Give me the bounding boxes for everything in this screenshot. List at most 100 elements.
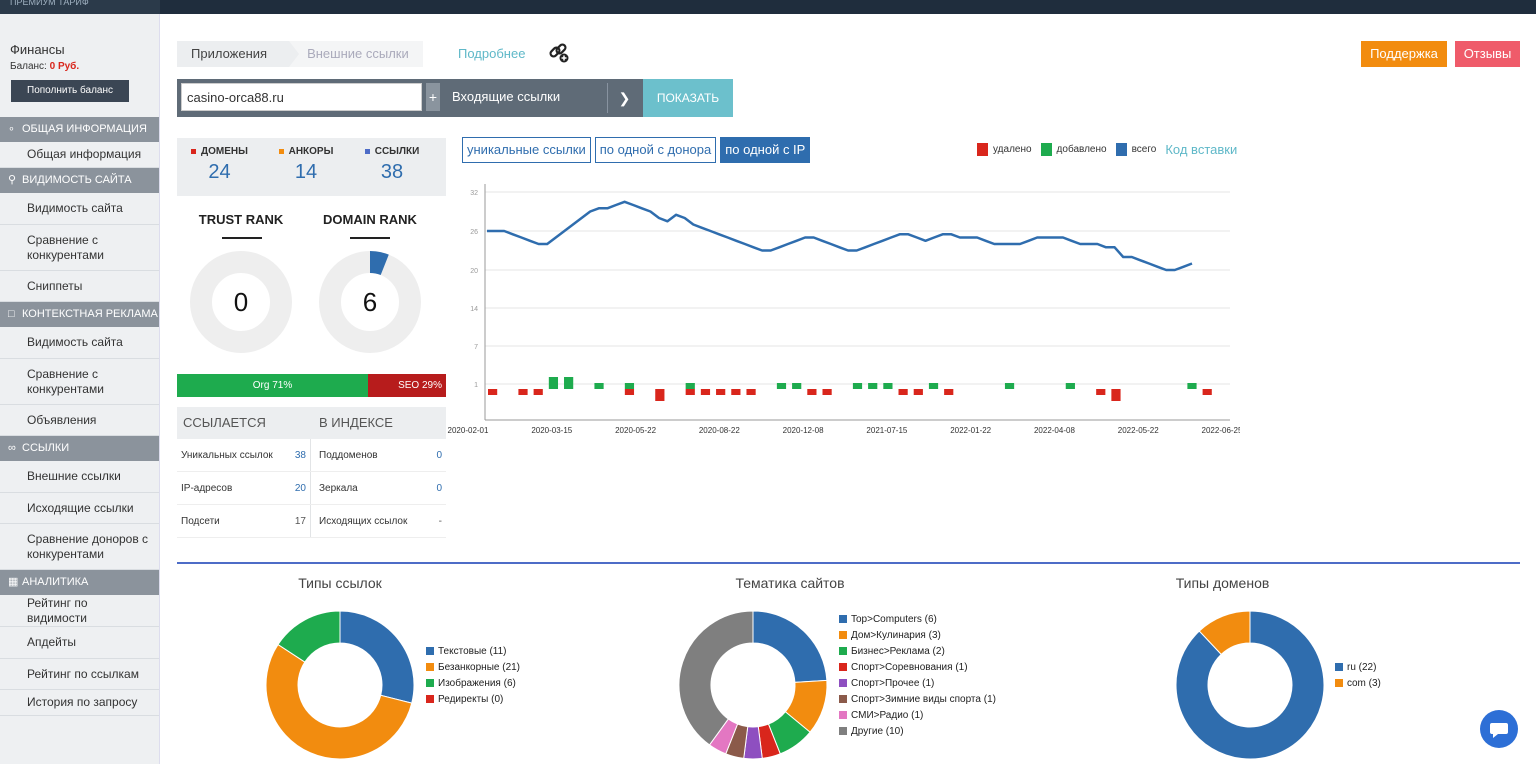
toggle-unique-links[interactable]: уникальные ссылки	[462, 137, 591, 163]
pie-title-link-types: Типы ссылок	[298, 575, 382, 591]
links-summary-header: ССЫЛАЕТСЯ В ИНДЕКСЕ	[177, 407, 446, 439]
sidebar-item[interactable]: Апдейты	[0, 627, 159, 659]
sidebar-menu: ∘ ОБЩАЯ ИНФОРМАЦИЯ Общая информация ⚲ ВИДИМО…	[0, 117, 159, 716]
sidebar-item[interactable]: Рейтинг по ссылкам	[0, 659, 159, 690]
support-button[interactable]: Поддержка	[1361, 41, 1447, 67]
pie-slice	[1198, 610, 1251, 656]
sidebar-item[interactable]: Общая информация	[0, 142, 159, 168]
sidebar-item[interactable]: Внешние ссылки	[0, 461, 159, 493]
more-link[interactable]: Подробнее	[458, 46, 526, 61]
row-value[interactable]: 0	[436, 483, 442, 494]
legend-swatch	[426, 663, 434, 671]
row-label: Подсети	[181, 516, 220, 527]
bar-added	[594, 383, 604, 389]
legend-added-swatch	[1040, 143, 1052, 156]
balance: Баланс: 0 Руб.	[0, 57, 159, 72]
pie-slice	[339, 610, 415, 704]
pie-legend-site-topics: Top>Computers (6) Дом>Кулинария (3) Бизнес…	[839, 612, 996, 740]
domain-input[interactable]	[181, 83, 422, 111]
links-summary-table: ССЫЛАЕТСЯ В ИНДЕКСЕ Уникальных ссылок 38 …	[177, 407, 446, 538]
legend-swatch	[839, 647, 847, 655]
sidebar-item[interactable]: Сравнение с конкурентами	[0, 359, 159, 405]
sidebar-section[interactable]: ▦ АНАЛИТИКА	[0, 570, 159, 595]
crumb-apps[interactable]: Приложения	[177, 41, 300, 67]
bar-removed	[822, 389, 832, 395]
sidebar-item[interactable]: Сравнение с конкурентами	[0, 225, 159, 271]
row-value[interactable]: 20	[294, 483, 306, 494]
legend-item: com (3)	[1335, 676, 1381, 692]
legend-label: Редиректы (0)	[438, 694, 504, 705]
legend-swatch	[839, 695, 847, 703]
legend-item: Бизнес>Реклама (2)	[839, 644, 996, 660]
sidebar-section[interactable]: ∘ ОБЩАЯ ИНФОРМАЦИЯ	[0, 117, 159, 142]
table-row: Уникальных ссылок 38 Поддоменов 0	[177, 439, 446, 472]
row-value[interactable]: 38	[294, 450, 306, 461]
balance-value: 0 Руб.	[49, 61, 80, 72]
chat-button[interactable]	[1480, 710, 1518, 748]
sidebar-item[interactable]: Рейтинг по видимости	[0, 595, 159, 627]
x-tick-label: 2022-05-22	[1118, 426, 1159, 435]
sidebar-item[interactable]: Объявления	[0, 405, 159, 436]
legend-swatch	[426, 647, 434, 655]
pie-title-site-topics: Тематика сайтов	[735, 575, 845, 591]
trust-rank-title: TRUST RANK	[198, 212, 284, 227]
x-tick-label: 2020-12-08	[783, 426, 824, 435]
pie-slice	[678, 610, 754, 746]
stat-anchors: АНКОРЫ 14	[271, 146, 341, 184]
legend-swatch	[1335, 679, 1343, 687]
bar-removed	[913, 389, 923, 395]
pie-charts	[265, 610, 1325, 760]
link-add-icon[interactable]	[548, 42, 570, 64]
mode-select[interactable]: Входящие ссылки	[452, 89, 561, 104]
seo-segment: SEO 29%	[368, 374, 446, 397]
sidebar-item[interactable]: Видимость сайта	[0, 327, 159, 359]
row-value[interactable]: 0	[436, 450, 442, 461]
stat-domains: ДОМЕНЫ 24	[187, 146, 252, 184]
embed-code-link[interactable]: Код вставки	[1165, 142, 1238, 157]
top-bar: ПРЕМИУМ ТАРИФ	[0, 0, 1536, 14]
sidebar-item[interactable]: Исходящие ссылки	[0, 493, 159, 524]
sidebar-item[interactable]: Видимость сайта	[0, 193, 159, 225]
sidebar-item[interactable]: История по запросу	[0, 690, 159, 716]
domain-rank-underline	[350, 237, 390, 239]
x-tick-label: 2020-05-22	[615, 426, 656, 435]
legend-label: Спорт>Прочее (1)	[851, 678, 935, 689]
chart-mode-toggles: уникальные ссылки по одной с донора по о…	[462, 137, 811, 163]
sidebar-item[interactable]: Сниппеты	[0, 271, 159, 302]
crumb-external-links[interactable]: Внешние ссылки	[289, 41, 423, 67]
row-label: Зеркала	[319, 483, 358, 494]
chevron-down-icon[interactable]: ❯	[607, 83, 641, 113]
legend-swatch	[839, 679, 847, 687]
domain-rank-value: 6	[363, 287, 377, 317]
legend-item: Спорт>Соревнования (1)	[839, 660, 996, 676]
legend-item: Редиректы (0)	[426, 692, 520, 708]
y-tick-label: 20	[470, 268, 478, 275]
links-label: ССЫЛКИ	[374, 146, 420, 157]
legend-item: Top>Computers (6)	[839, 612, 996, 628]
legend-label: Спорт>Зимние виды спорта (1)	[851, 694, 996, 705]
add-domain-button[interactable]: +	[426, 83, 440, 111]
bar-removed	[1202, 389, 1212, 395]
toggle-one-per-donor[interactable]: по одной с донора	[594, 137, 717, 163]
reviews-button[interactable]: Отзывы	[1455, 41, 1520, 67]
row-label: Уникальных ссылок	[181, 450, 273, 461]
bar-added	[792, 383, 802, 389]
pie-slice	[1175, 610, 1325, 760]
bar-added	[928, 383, 939, 389]
legend-label: Top>Computers (6)	[851, 614, 937, 625]
topup-button[interactable]: Пополнить баланс	[11, 80, 129, 102]
table-row: Подсети 17 Исходящих ссылок -	[177, 505, 446, 538]
show-button[interactable]: ПОКАЗАТЬ	[643, 79, 733, 117]
sidebar-section[interactable]: □ КОНТЕКСТНАЯ РЕКЛАМА	[0, 302, 159, 327]
sidebar-section[interactable]: ⚲ ВИДИМОСТЬ САЙТА	[0, 168, 159, 193]
bar-removed	[624, 389, 635, 395]
sidebar-section-label: ОБЩАЯ ИНФОРМАЦИЯ	[22, 123, 147, 135]
legend-label: Изображения (6)	[438, 678, 516, 689]
legend-label: Другие (10)	[851, 726, 904, 737]
sidebar-item[interactable]: Сравнение доноров с конкурентами	[0, 524, 159, 570]
toggle-one-per-ip[interactable]: по одной с IP	[720, 137, 811, 163]
sidebar-section[interactable]: ∞ ССЫЛКИ	[0, 436, 159, 461]
anchors-dot	[278, 148, 284, 154]
bar-added	[564, 377, 574, 389]
legend-label: Бизнес>Реклама (2)	[851, 646, 945, 657]
